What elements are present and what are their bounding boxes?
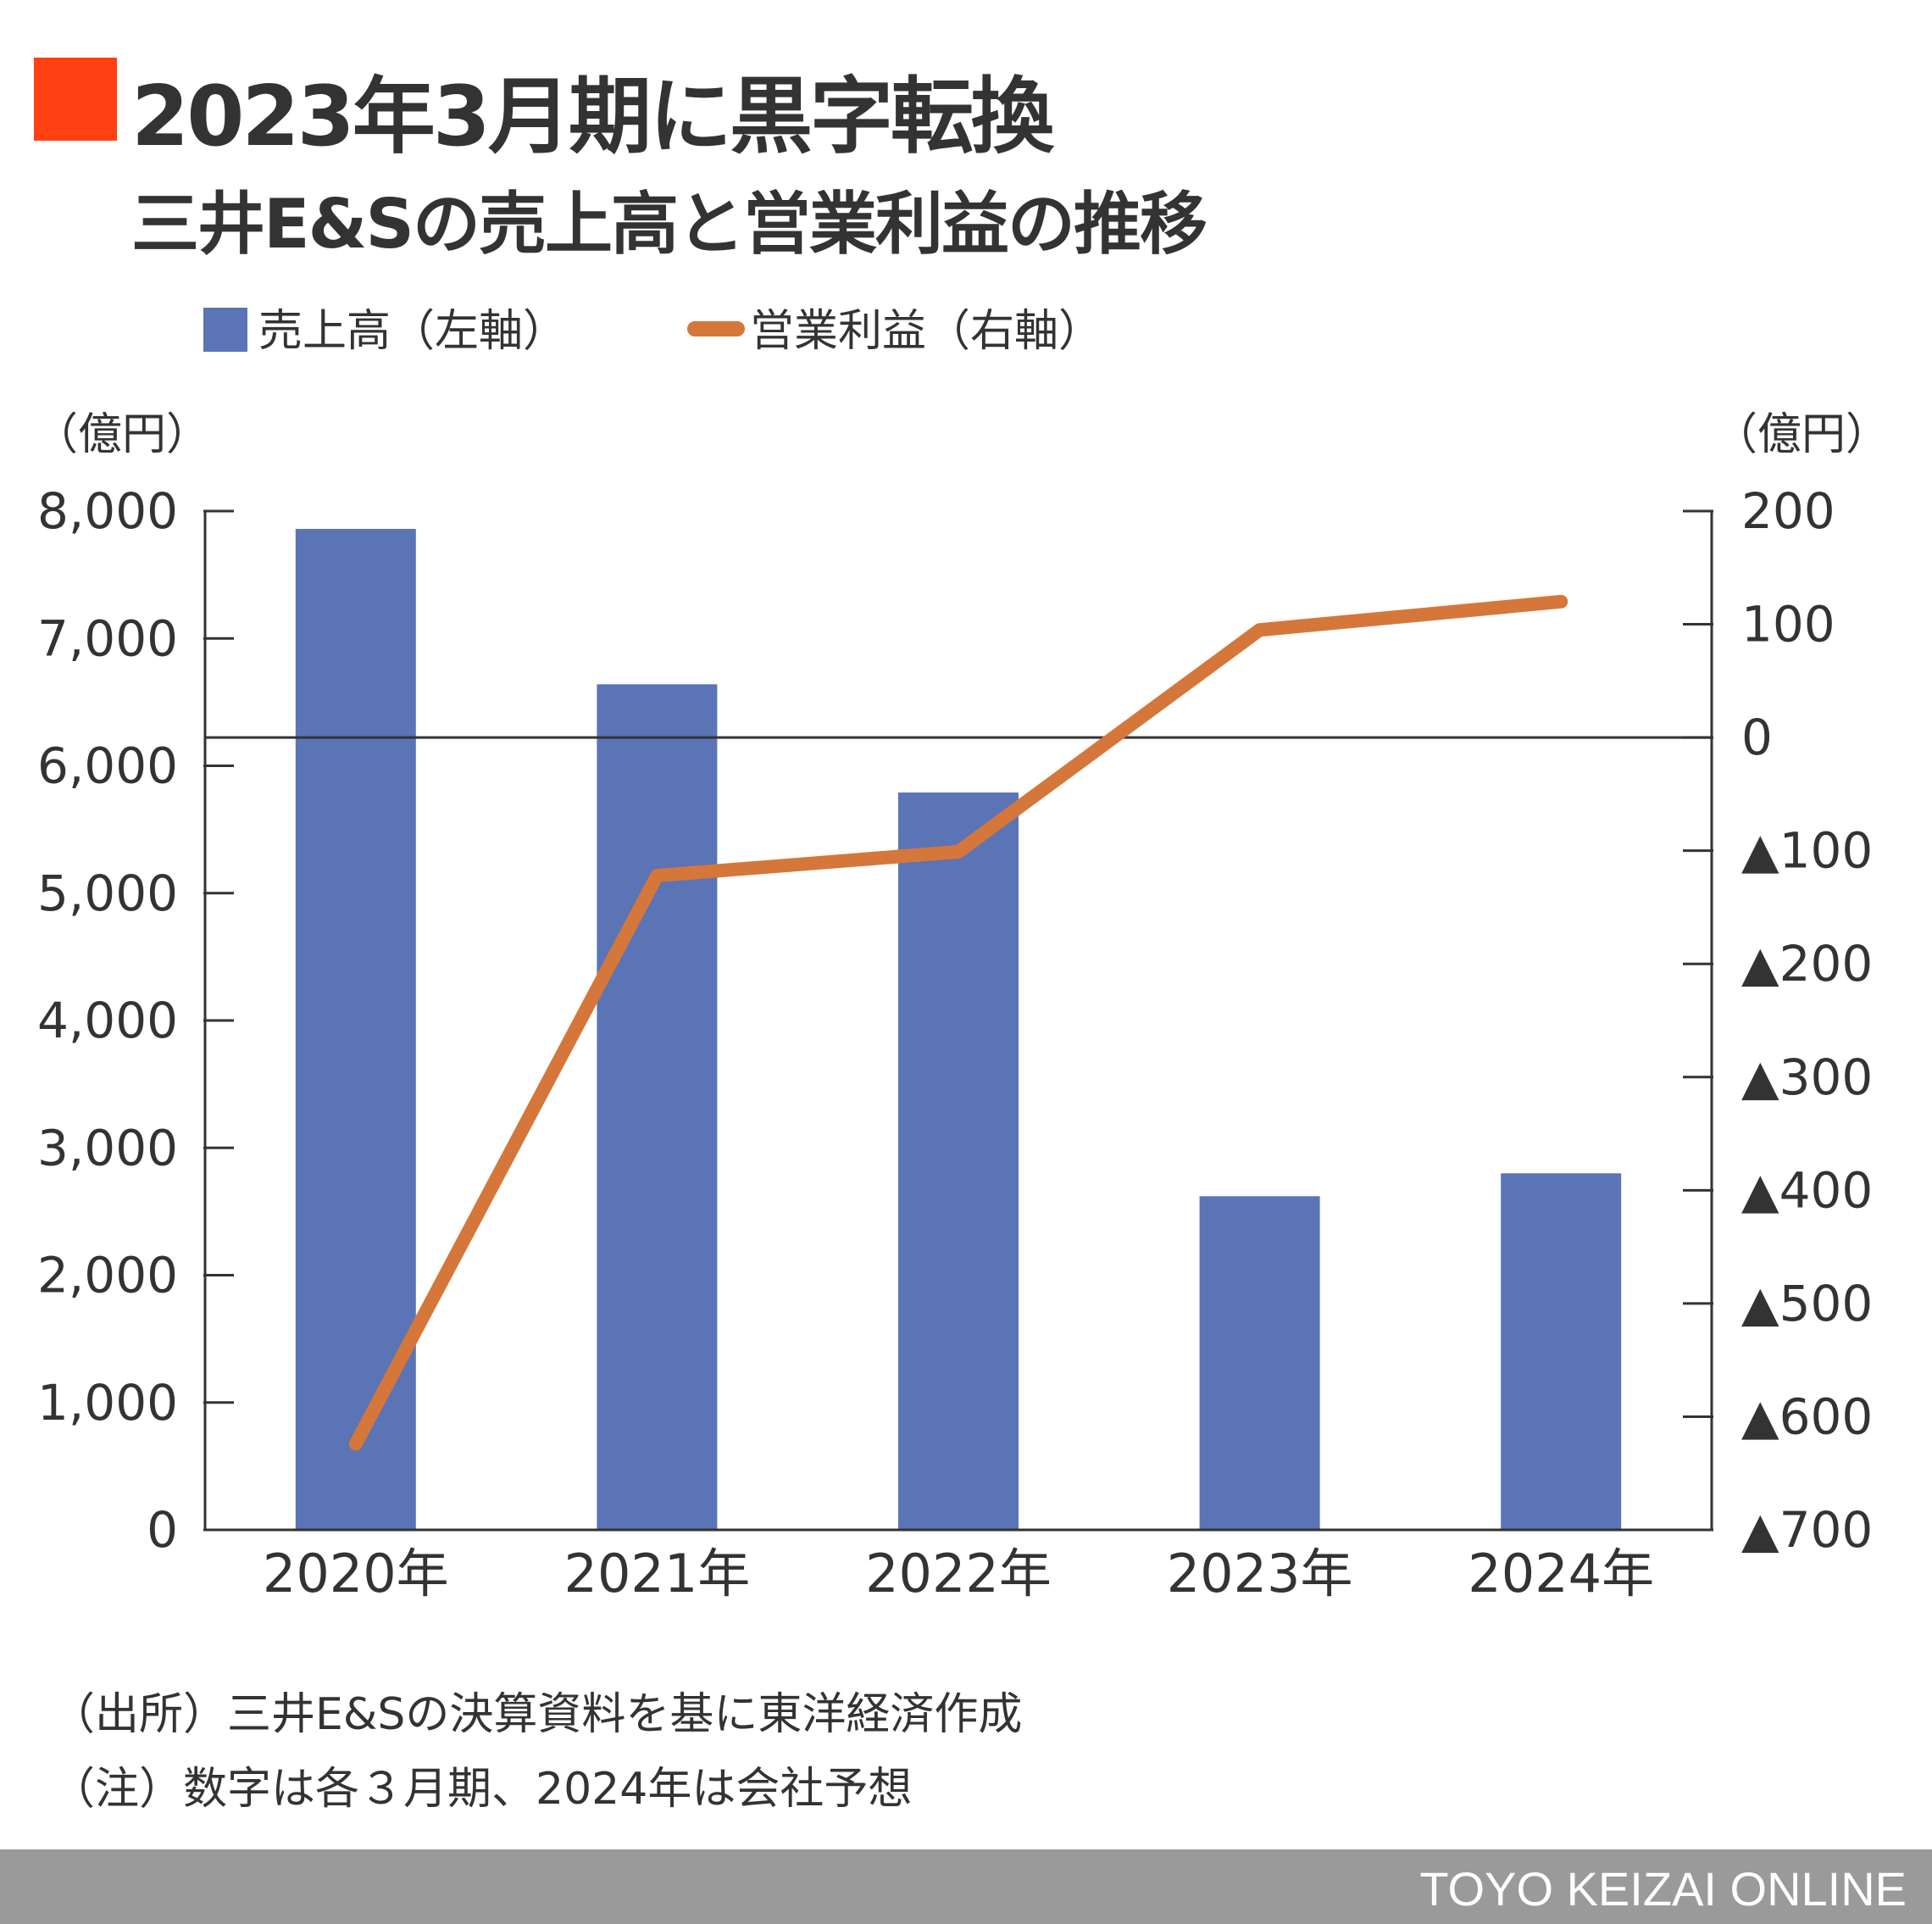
bar-2021年 [597, 684, 718, 1530]
left-tick-label: 4,000 [37, 992, 178, 1049]
right-tick-label: ▲200 [1741, 935, 1873, 993]
left-axis-unit: （億円） [34, 409, 210, 460]
legend-line-label: 営業利益（右軸） [750, 306, 1102, 357]
x-tick-label: 2021年 [564, 1543, 751, 1604]
x-tick-label: 2023年 [1167, 1543, 1353, 1604]
right-tick-label: ▲600 [1741, 1387, 1873, 1445]
left-tick-label: 3,000 [37, 1119, 178, 1176]
right-tick-label: ▲400 [1741, 1161, 1873, 1219]
right-tick-label: ▲300 [1741, 1048, 1873, 1106]
legend-bar-swatch [203, 308, 247, 352]
left-axis-ticks: 0 1,000 2,000 3,000 4,000 5,000 6,000 7,000 8,00… [37, 482, 234, 1559]
x-tick-label: 2022年 [865, 1543, 1052, 1604]
left-tick-label: 6,000 [37, 737, 178, 795]
line-point-2021年 [656, 875, 658, 877]
bar-2023年 [1199, 1196, 1320, 1530]
axis-frame [203, 511, 1713, 1532]
left-tick-label: 2,000 [37, 1247, 178, 1304]
chart-title: 2023年3月期に黒字転換 [131, 69, 1054, 165]
right-tick-label: 0 [1741, 709, 1773, 766]
right-tick-label: 200 [1741, 482, 1835, 540]
line-point-2024年 [1560, 600, 1563, 603]
bar-2020年 [295, 529, 416, 1531]
title-accent-square [34, 58, 117, 141]
line-point-2022年 [958, 851, 959, 854]
right-axis-ticks: 200 100 0 ▲100 ▲200 ▲300 ▲400 ▲500 ▲600 ▲700 [1683, 482, 1873, 1559]
bar-2022年 [898, 792, 1019, 1530]
left-tick-label: 8,000 [37, 482, 178, 540]
left-tick-label: 0 [147, 1501, 178, 1559]
right-tick-label: ▲100 [1741, 822, 1873, 880]
bar-2024年 [1501, 1173, 1622, 1530]
line-point-2023年 [1258, 629, 1261, 631]
right-tick-label: 100 [1741, 596, 1835, 653]
footer-bar: TOYO KEIZAI ONLINE [0, 1849, 1932, 1924]
x-axis-labels: 2020年 2021年 2022年 2023年 2024年 [263, 1543, 1654, 1604]
chart-svg: 売上高（左軸） 営業利益（右軸） （億円） （億円） 0 1,000 2,000 3,… [34, 306, 1890, 1604]
legend-bar-label: 売上高（左軸） [258, 306, 567, 357]
line-point-2020年 [354, 1443, 357, 1445]
x-tick-label: 2020年 [263, 1543, 449, 1604]
source-note: （出所）三井E&Sの決算資料を基に東洋経済作成 [51, 1689, 1023, 1740]
line-series [348, 594, 1568, 1451]
chart-subtitle: 三井E&Sの売上高と営業利益の推移 [131, 185, 1208, 264]
left-tick-label: 5,000 [37, 865, 178, 922]
bar-series [295, 529, 1622, 1531]
right-tick-label: ▲500 [1741, 1275, 1873, 1332]
right-axis-unit: （億円） [1713, 409, 1890, 460]
right-tick-label: ▲700 [1741, 1501, 1873, 1559]
left-tick-label: 7,000 [37, 609, 178, 667]
x-tick-label: 2024年 [1468, 1543, 1654, 1604]
left-tick-label: 1,000 [37, 1374, 178, 1432]
footer-brand: TOYO KEIZAI ONLINE [1419, 1862, 1907, 1916]
remark-note: （注）数字は各３月期、2024年は会社予想 [51, 1764, 913, 1815]
